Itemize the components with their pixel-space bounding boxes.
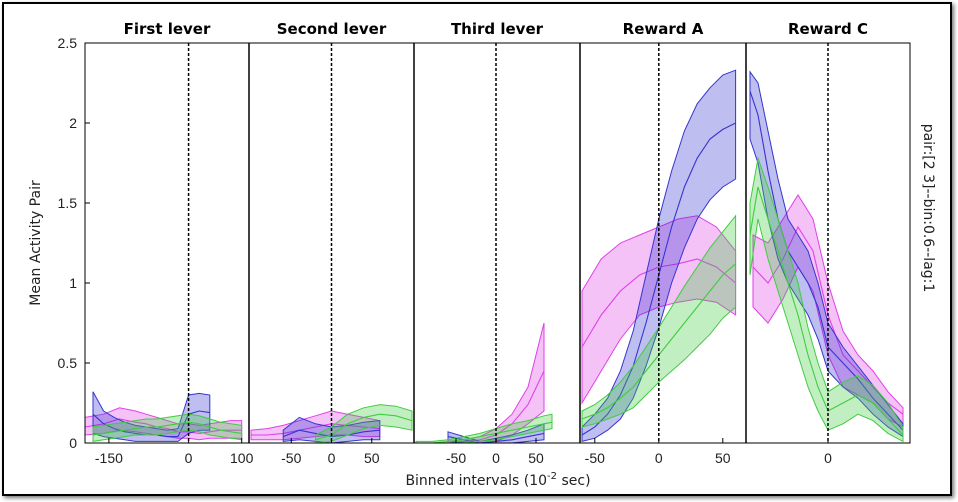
x-axis-label-tail: sec) <box>557 473 591 489</box>
panel-1: First lever -150 0 100 <box>84 20 254 466</box>
x-tick-label: 0 <box>492 450 500 466</box>
x-tick-label: 50 <box>528 450 544 466</box>
line-green <box>92 421 242 436</box>
panel-title: First lever <box>124 20 211 38</box>
x-tick-label: 0 <box>824 450 832 466</box>
line-green <box>416 421 553 444</box>
panel-title: Second lever <box>277 20 387 38</box>
panel-title: Reward C <box>788 20 868 38</box>
panel-title: Reward A <box>623 20 704 38</box>
y-tick-label: 1.5 <box>58 195 78 211</box>
x-axis-label-main: Binned intervals (10 <box>405 473 547 489</box>
y-tick-label: 0 <box>69 435 77 451</box>
panel-3: Third lever -50 0 50 <box>415 20 581 466</box>
side-label: pair:[2 3]--bin:0.6--lag:1 <box>920 124 936 293</box>
y-axis-label: Mean Activity Pair <box>28 180 44 306</box>
band-green <box>314 404 413 444</box>
line-magenta <box>84 418 242 434</box>
x-tick-label: 0 <box>328 450 336 466</box>
y-axis: 0 0.5 1 1.5 2 2.5 <box>58 35 90 451</box>
x-tick-label: -50 <box>446 450 466 466</box>
x-tick-label: 0 <box>185 450 193 466</box>
line-magenta <box>251 423 380 436</box>
x-axis-label-exponent: -2 <box>547 471 557 482</box>
figure-frame <box>2 2 952 496</box>
x-tick-label: 100 <box>230 450 254 466</box>
x-tick-label: 50 <box>715 450 731 466</box>
y-tick-label: 1 <box>69 275 77 291</box>
panel-2: Second lever -50 0 50 <box>250 20 415 466</box>
x-tick-label: -50 <box>281 450 301 466</box>
y-tick-label: 2 <box>69 115 77 131</box>
x-tick-label: 0 <box>655 450 663 466</box>
band-green <box>581 214 737 428</box>
band-green <box>749 156 904 443</box>
x-tick-label: 50 <box>364 450 380 466</box>
y-tick-label: 2.5 <box>58 35 78 51</box>
line-blue <box>749 90 904 431</box>
panel-5: Reward C 0 <box>749 20 904 466</box>
x-axis-label: Binned intervals (10-2 sec) <box>405 471 590 489</box>
x-tick-label: -150 <box>95 450 123 466</box>
y-tick-label: 0.5 <box>58 355 78 371</box>
line-magenta <box>581 258 736 348</box>
line-blue <box>282 429 380 438</box>
band-blue <box>92 391 211 442</box>
panel-4: Reward A -50 0 50 <box>581 20 747 466</box>
band-magenta <box>581 215 737 405</box>
x-tick-label: -50 <box>585 450 605 466</box>
plot-box <box>84 42 911 444</box>
line-green <box>749 186 904 436</box>
panel-title: Third lever <box>451 20 544 38</box>
